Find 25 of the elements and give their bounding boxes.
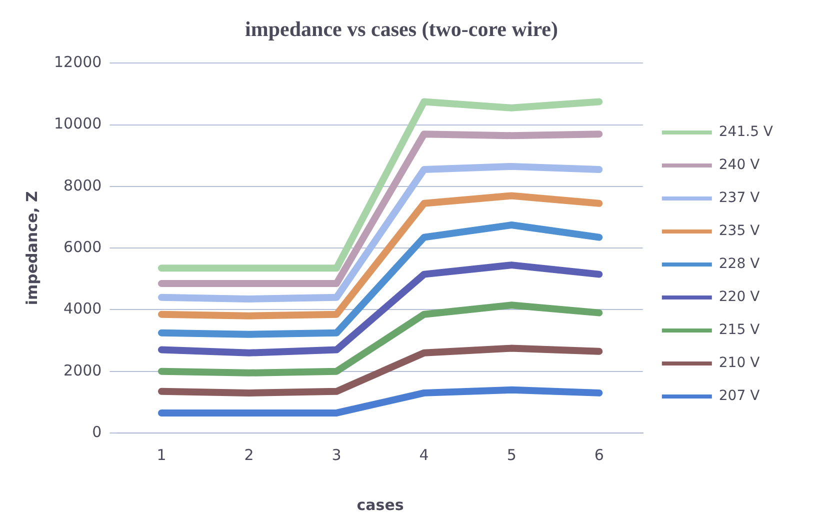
y-tick-label: 0 [92, 422, 102, 441]
chart-title: impedance vs cases (two-core wire) [245, 17, 558, 42]
legend-label: 210 V [718, 355, 760, 372]
legend-label: 241.5 V [718, 124, 774, 140]
x-axis-title: cases [356, 496, 404, 514]
legend-label: 228 V [718, 256, 760, 272]
y-axis-title: impedance, Z [22, 190, 41, 306]
y-tick-label: 10000 [54, 114, 102, 133]
legend-label: 237 V [718, 190, 760, 206]
legend-label: 235 V [718, 223, 760, 240]
x-tick-label: 3 [332, 446, 342, 464]
x-tick-label: 4 [419, 446, 429, 464]
y-tick-label: 2000 [64, 361, 102, 380]
x-tick-label: 2 [244, 446, 254, 464]
x-tick-label: 1 [156, 446, 166, 464]
y-tick-label: 12000 [54, 53, 102, 72]
x-tick-label: 5 [506, 446, 516, 464]
legend-label: 220 V [718, 289, 760, 306]
y-tick-label: 4000 [64, 300, 102, 318]
x-tick-label: 6 [594, 446, 604, 464]
legend-label: 240 V [718, 157, 760, 174]
legend-label: 215 V [718, 322, 760, 338]
y-tick-label: 6000 [64, 238, 102, 256]
y-tick-label: 8000 [64, 176, 102, 194]
legend-label: 207 V [718, 388, 760, 404]
